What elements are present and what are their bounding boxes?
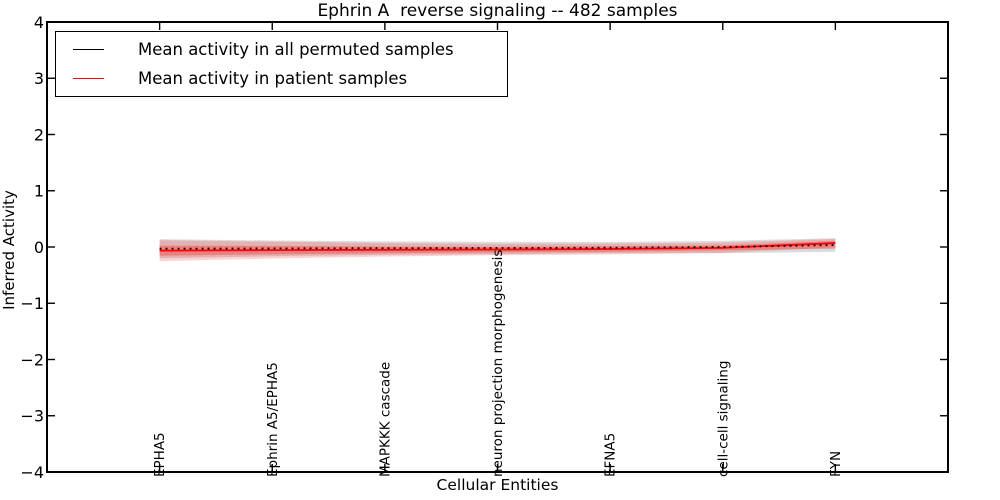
legend-entry-patient: Mean activity in patient samples	[56, 64, 507, 93]
legend-entry-permuted: Mean activity in all permuted samples	[56, 35, 507, 64]
y-tick-label: 3	[34, 69, 44, 88]
y-tick-label: 4	[34, 13, 44, 32]
y-tick-label: 1	[34, 182, 44, 201]
permuted-line-swatch	[73, 49, 104, 50]
y-tick-label: 2	[34, 125, 44, 144]
x-axis-label: Cellular Entities	[436, 476, 559, 494]
x-tick-label: FYN	[828, 451, 844, 477]
x-tick-label: cell-cell signaling	[715, 361, 731, 477]
x-tick-label: EFNA5	[603, 433, 619, 477]
legend-box: Mean activity in all permuted samples Me…	[55, 31, 508, 97]
legend-label-patient: Mean activity in patient samples	[138, 69, 408, 88]
y-tick-label: −2	[20, 350, 44, 369]
y-tick-label: −4	[20, 463, 44, 482]
x-tick-label: EPHA5	[152, 432, 168, 477]
x-tick-label: neuron projection morphogenesis	[490, 250, 506, 477]
y-tick-label: −3	[20, 407, 44, 426]
y-tick-label: −1	[20, 294, 44, 313]
patient-mean-line	[159, 242, 836, 252]
patient-line-swatch	[73, 78, 104, 79]
x-tick-label: MAPKKK cascade	[377, 362, 393, 477]
legend-label-permuted: Mean activity in all permuted samples	[138, 40, 454, 59]
chart-title: Ephrin A reverse signaling -- 482 sample…	[317, 1, 678, 21]
patient-std-band-inner	[159, 240, 836, 256]
permuted-std-band	[159, 238, 836, 259]
x-tick-label: Ephrin A5/EPHA5	[265, 362, 281, 477]
y-axis-label: Inferred Activity	[0, 190, 18, 310]
y-tick-label: 0	[34, 238, 44, 257]
